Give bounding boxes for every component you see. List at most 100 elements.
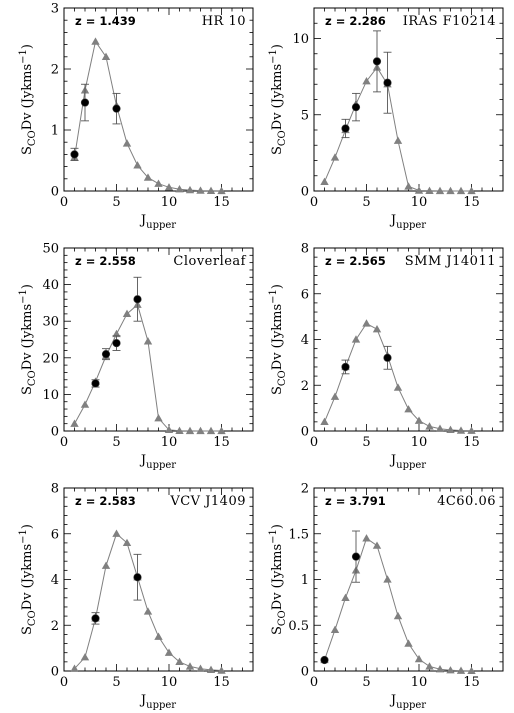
redshift-label: z = 2.565 <box>325 254 386 268</box>
y-tick-label: 20 <box>42 351 59 366</box>
model-point <box>185 662 195 670</box>
model-point <box>122 538 132 547</box>
source-name: Cloverleaf <box>173 254 246 269</box>
redshift-label: z = 2.583 <box>75 494 136 508</box>
observed-point <box>101 350 111 359</box>
y-tick-label: 1 <box>51 124 59 139</box>
panel-5: 0 5 10 15 0 2 4 6 8 Jupper SCODv (Jykms−1) z = 2.58… <box>18 482 254 711</box>
observed-point <box>91 379 100 388</box>
y-tick-label: 30 <box>42 315 59 330</box>
y-axis-label-rest: Dv (Jykms <box>270 544 285 610</box>
model-point <box>164 183 174 191</box>
model-point <box>154 179 163 187</box>
y-axis-label-main: S <box>20 626 35 635</box>
x-tick-label: 10 <box>161 675 178 690</box>
y-tick-label: 40 <box>42 278 59 293</box>
observed-point <box>112 339 121 348</box>
source-name: VCV J1409 <box>169 494 246 509</box>
x-axis-label-main: J <box>389 213 396 228</box>
y-axis-label-sup: −1 <box>268 529 279 544</box>
redshift-label: z = 3.791 <box>325 494 386 508</box>
y-axis-label-sub: CO <box>27 370 38 386</box>
x-tick-label: 15 <box>463 435 480 450</box>
y-tick-label: 10 <box>42 388 59 403</box>
y-tick-label: 3 <box>51 2 59 17</box>
y-axis-label-end: ) <box>270 524 285 529</box>
x-axis-label-main: J <box>389 693 396 708</box>
y-axis-label-sup: −1 <box>18 529 29 544</box>
source-name: 4C60.06 <box>437 494 496 509</box>
observed-point <box>383 353 392 362</box>
y-axis-label-sub: CO <box>27 610 38 626</box>
y-axis-label-main: S <box>20 386 35 395</box>
model-point <box>467 186 476 195</box>
y-axis-label: SCODv (Jykms−1) <box>18 524 38 635</box>
x-tick-label: 0 <box>310 435 318 450</box>
x-axis-label-main: J <box>139 453 146 468</box>
x-axis-label: Jupper <box>389 213 426 231</box>
model-line <box>324 322 472 432</box>
model-point <box>101 561 111 569</box>
model-point <box>320 177 329 185</box>
observed-point <box>133 295 142 304</box>
model-point <box>330 392 340 400</box>
x-axis-label-sub: upper <box>146 220 176 231</box>
observed-point <box>91 614 100 623</box>
observed-point <box>133 573 142 582</box>
model-point <box>143 337 153 345</box>
model-point <box>154 632 163 640</box>
y-axis-label-rest: Dv (Jykms <box>270 304 285 370</box>
plot-frame <box>63 247 254 432</box>
model-point <box>414 416 424 424</box>
x-axis-label-sub: upper <box>396 700 426 711</box>
model-point <box>70 664 79 672</box>
y-tick-label: 4 <box>301 333 309 348</box>
x-tick-label: 0 <box>60 675 68 690</box>
x-tick-label: 5 <box>362 435 370 450</box>
observed-point <box>351 103 361 112</box>
x-tick-label: 10 <box>411 195 428 210</box>
y-axis-label: SCODv (Jykms−1) <box>268 44 288 155</box>
y-tick-label: 10 <box>292 32 309 47</box>
model-line <box>74 532 222 671</box>
x-axis-label-main: J <box>139 693 146 708</box>
redshift-label: z = 2.558 <box>75 254 136 268</box>
y-axis-label: SCODv (Jykms−1) <box>18 284 38 395</box>
observed-point <box>372 57 382 66</box>
x-tick-label: 10 <box>411 435 428 450</box>
y-tick-label: 2 <box>301 379 309 394</box>
x-tick-label: 10 <box>161 195 178 210</box>
plot-frame <box>313 7 504 192</box>
model-point <box>154 413 163 422</box>
x-tick-label: 0 <box>60 195 68 210</box>
y-tick-label: 6 <box>51 527 59 542</box>
model-point <box>404 182 413 190</box>
model-point <box>143 607 153 615</box>
x-axis-label-sub: upper <box>396 460 426 471</box>
model-point <box>175 184 184 193</box>
model-point <box>80 400 90 408</box>
model-point <box>217 186 226 195</box>
model-point <box>206 186 216 194</box>
y-axis-label-rest: Dv (Jykms <box>20 304 35 370</box>
model-point <box>372 325 382 333</box>
model-point <box>206 426 216 435</box>
x-tick-label: 10 <box>411 675 428 690</box>
y-axis-label-end: ) <box>20 284 35 289</box>
y-tick-label: 6 <box>301 287 309 302</box>
model-point <box>101 52 111 60</box>
panel-2: 0 5 10 15 0 5 10 Jupper SCODv (Jykms−1) z = 2.286… <box>268 7 504 231</box>
model-point <box>393 383 403 391</box>
observed-point <box>383 78 392 87</box>
observed-point <box>341 124 350 133</box>
y-axis-label-end: ) <box>270 284 285 289</box>
x-axis-label: Jupper <box>389 453 426 471</box>
panel-1: 0 5 10 15 0 1 2 3 Jupper SCODv (Jykms−1) z = 1.439… <box>18 2 254 231</box>
y-tick-label: 2 <box>51 63 59 78</box>
observed-point <box>70 150 79 159</box>
x-axis-label-sub: upper <box>146 700 176 711</box>
model-point <box>217 666 226 674</box>
y-axis-label-sub: CO <box>27 130 38 146</box>
model-point <box>133 161 142 169</box>
model-point <box>404 639 413 647</box>
